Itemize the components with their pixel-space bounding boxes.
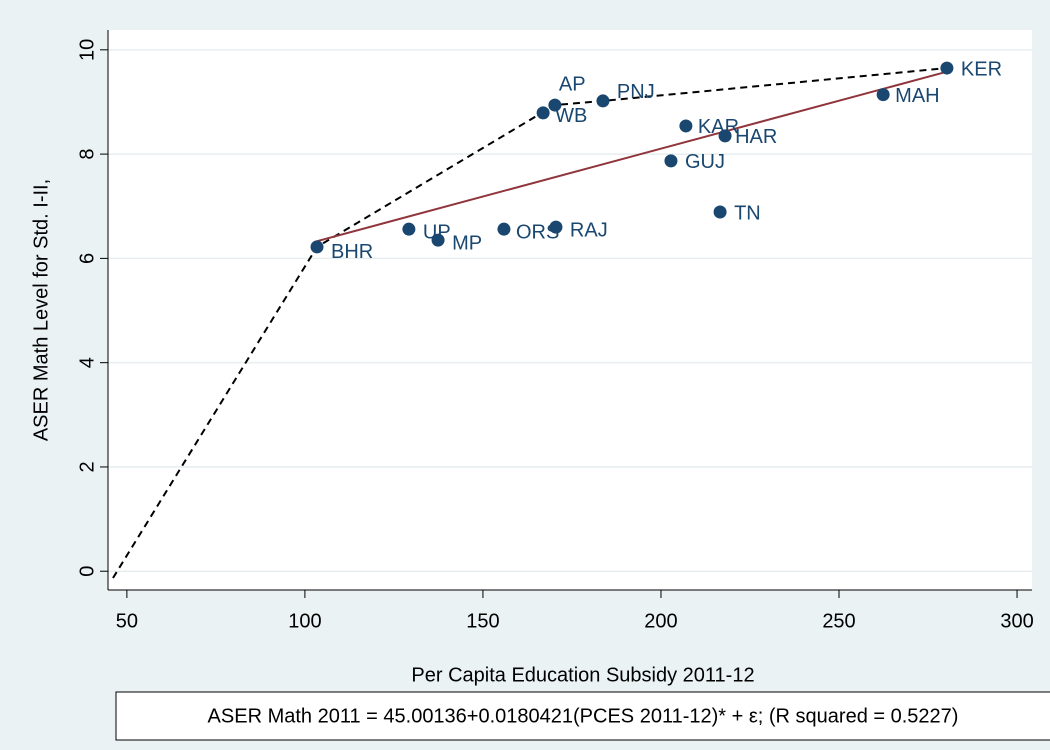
y-tick-label: 0	[76, 566, 98, 577]
y-tick-label: 8	[76, 149, 98, 160]
grid: 0 2 4 6 8 10 50 100 150 200 250 300	[76, 39, 1033, 633]
note-box	[115, 691, 1050, 741]
x-tick-label: 100	[288, 610, 321, 632]
point-label: MAH	[895, 85, 939, 107]
point	[664, 154, 678, 168]
point	[497, 222, 511, 236]
y-tick-label: 2	[76, 461, 98, 472]
point-label: KAR	[698, 116, 739, 138]
plot-area	[108, 30, 1032, 590]
y-tick-label: 4	[76, 357, 98, 368]
point	[940, 61, 954, 75]
point	[548, 98, 562, 112]
x-tick-label: 150	[466, 610, 499, 632]
point-label: GUJ	[685, 151, 725, 173]
point-label: HAR	[735, 126, 777, 148]
point-label: TN	[734, 202, 761, 224]
point	[536, 106, 550, 120]
point-label: AP	[559, 73, 586, 95]
point	[402, 222, 416, 236]
point-label: WB	[555, 105, 587, 127]
note: ASER Math 2011 = 45.00136+0.0180421(PCES…	[208, 705, 959, 727]
point	[679, 119, 693, 133]
point-label: BHR	[331, 241, 373, 263]
point	[310, 240, 324, 254]
point	[713, 205, 727, 219]
point	[876, 88, 890, 102]
x-tick-label: 300	[1000, 610, 1033, 632]
point-label: KER	[961, 58, 1002, 80]
y-tick-label: 6	[76, 253, 98, 264]
point-label: MP	[452, 232, 482, 254]
y-axis-title: ASER Math Level for Std. I-II,	[30, 179, 52, 441]
point-label: ORS	[516, 221, 559, 243]
point-label: RAJ	[570, 219, 608, 241]
x-tick-label: 200	[644, 610, 677, 632]
point	[596, 94, 610, 108]
x-tick-label: 250	[822, 610, 855, 632]
y-tick-label: 10	[76, 39, 98, 61]
point-label: PNJ	[617, 81, 655, 103]
point	[431, 233, 445, 247]
point	[549, 220, 563, 234]
line	[316, 70, 948, 243]
x-axis-title: Per Capita Education Subsidy 2011-12	[411, 664, 754, 686]
point	[718, 129, 732, 143]
x-tick-label: 50	[116, 610, 138, 632]
